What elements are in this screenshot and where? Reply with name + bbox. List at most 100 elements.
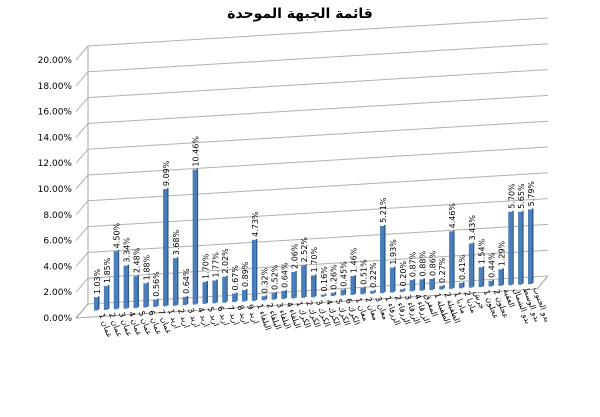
bar-side (245, 289, 248, 301)
data-label: 2.06% (290, 243, 299, 269)
data-label: 3.34% (123, 237, 132, 263)
bar-side (443, 285, 445, 289)
bar (330, 292, 335, 297)
bar (123, 265, 128, 309)
y-tick-label: 0.00% (43, 314, 72, 324)
bar-side (305, 264, 307, 297)
bar-side (186, 295, 189, 305)
floor-right-edge (536, 275, 549, 290)
bar (222, 276, 227, 303)
bar-side (522, 210, 524, 284)
bar-side (196, 168, 199, 304)
bar (281, 290, 286, 300)
bar (429, 279, 434, 291)
bar-side (364, 286, 366, 294)
data-label: 1.54% (478, 238, 487, 264)
bar (143, 283, 148, 308)
bar-side (324, 293, 327, 296)
gridline (87, 198, 549, 228)
data-label: 9.09% (162, 160, 171, 186)
data-label: 0.64% (280, 262, 289, 288)
bar (163, 189, 168, 307)
bar (311, 275, 315, 298)
data-label: 1.46% (349, 247, 358, 273)
bar-side (344, 288, 347, 295)
side-gridline (75, 226, 89, 241)
y-tick-label: 2.00% (43, 288, 72, 298)
data-label: 0.26% (330, 264, 339, 290)
gridline (87, 146, 549, 176)
bar (232, 293, 237, 303)
data-label: 1.88% (142, 254, 151, 280)
bar-side (492, 279, 495, 286)
side-gridline (75, 200, 89, 216)
data-label: 4.50% (113, 222, 122, 248)
gridline (87, 172, 549, 202)
bar-side (315, 274, 317, 297)
data-label: 0.56% (152, 271, 161, 297)
bar (360, 287, 365, 295)
bar-side (453, 230, 455, 288)
bar-side (502, 268, 504, 285)
data-label: 2.52% (300, 237, 309, 263)
data-label: 0.89% (241, 261, 250, 287)
bar (468, 243, 473, 288)
data-label: 0.44% (488, 252, 497, 278)
bar (449, 231, 454, 289)
data-label: 0.41% (458, 254, 467, 280)
y-tick-label: 10.00% (38, 185, 73, 195)
bar (261, 296, 266, 301)
data-label: 0.87% (409, 251, 418, 277)
gridline (87, 17, 549, 47)
bar (409, 280, 414, 292)
bar-side (167, 188, 169, 306)
bar (350, 276, 355, 295)
bar-side (482, 266, 485, 287)
data-label: 0.22% (369, 262, 378, 288)
bar-side (275, 291, 278, 299)
bar (419, 279, 424, 291)
side-gridline (75, 123, 89, 138)
bar-side (226, 275, 228, 302)
side-gridline (75, 277, 89, 293)
data-label: 3.43% (468, 215, 477, 241)
data-label: 0.20% (399, 261, 408, 287)
bar (508, 211, 513, 286)
bar-side (236, 292, 238, 302)
bar-side (532, 208, 534, 284)
bar (488, 280, 493, 287)
side-gridline (75, 45, 89, 61)
y-tick-label: 12.00% (38, 159, 73, 169)
bar (172, 258, 177, 306)
bar-side (462, 282, 465, 288)
bar (320, 294, 325, 297)
data-label: 4.73% (251, 211, 260, 237)
data-label: 5.21% (379, 197, 388, 223)
data-label: 1.93% (389, 239, 398, 265)
bar (340, 289, 345, 296)
bars-layer (94, 168, 534, 311)
bar (241, 290, 246, 302)
data-label: 0.52% (271, 264, 280, 290)
bar-side (216, 279, 218, 303)
y-axis-ticks: 0.00% 2.00% 4.00% 6.00% 8.00% 10.00% 12.00% 14.… (38, 56, 73, 324)
y-tick-label: 4.00% (43, 262, 72, 272)
gridline (87, 94, 549, 124)
bar-side (265, 295, 268, 300)
data-label: 0.67% (231, 265, 240, 291)
bar (518, 211, 523, 285)
bar-side (413, 279, 416, 291)
bar (202, 281, 207, 304)
bar (133, 276, 138, 309)
bar-side (98, 296, 100, 310)
bar (370, 290, 375, 294)
bar (271, 292, 276, 300)
bar (478, 267, 483, 288)
bar (153, 299, 158, 307)
bar-side (472, 242, 475, 287)
bar (498, 269, 503, 286)
bar (291, 271, 296, 299)
bar-side (403, 288, 406, 291)
bar-side (334, 291, 337, 296)
